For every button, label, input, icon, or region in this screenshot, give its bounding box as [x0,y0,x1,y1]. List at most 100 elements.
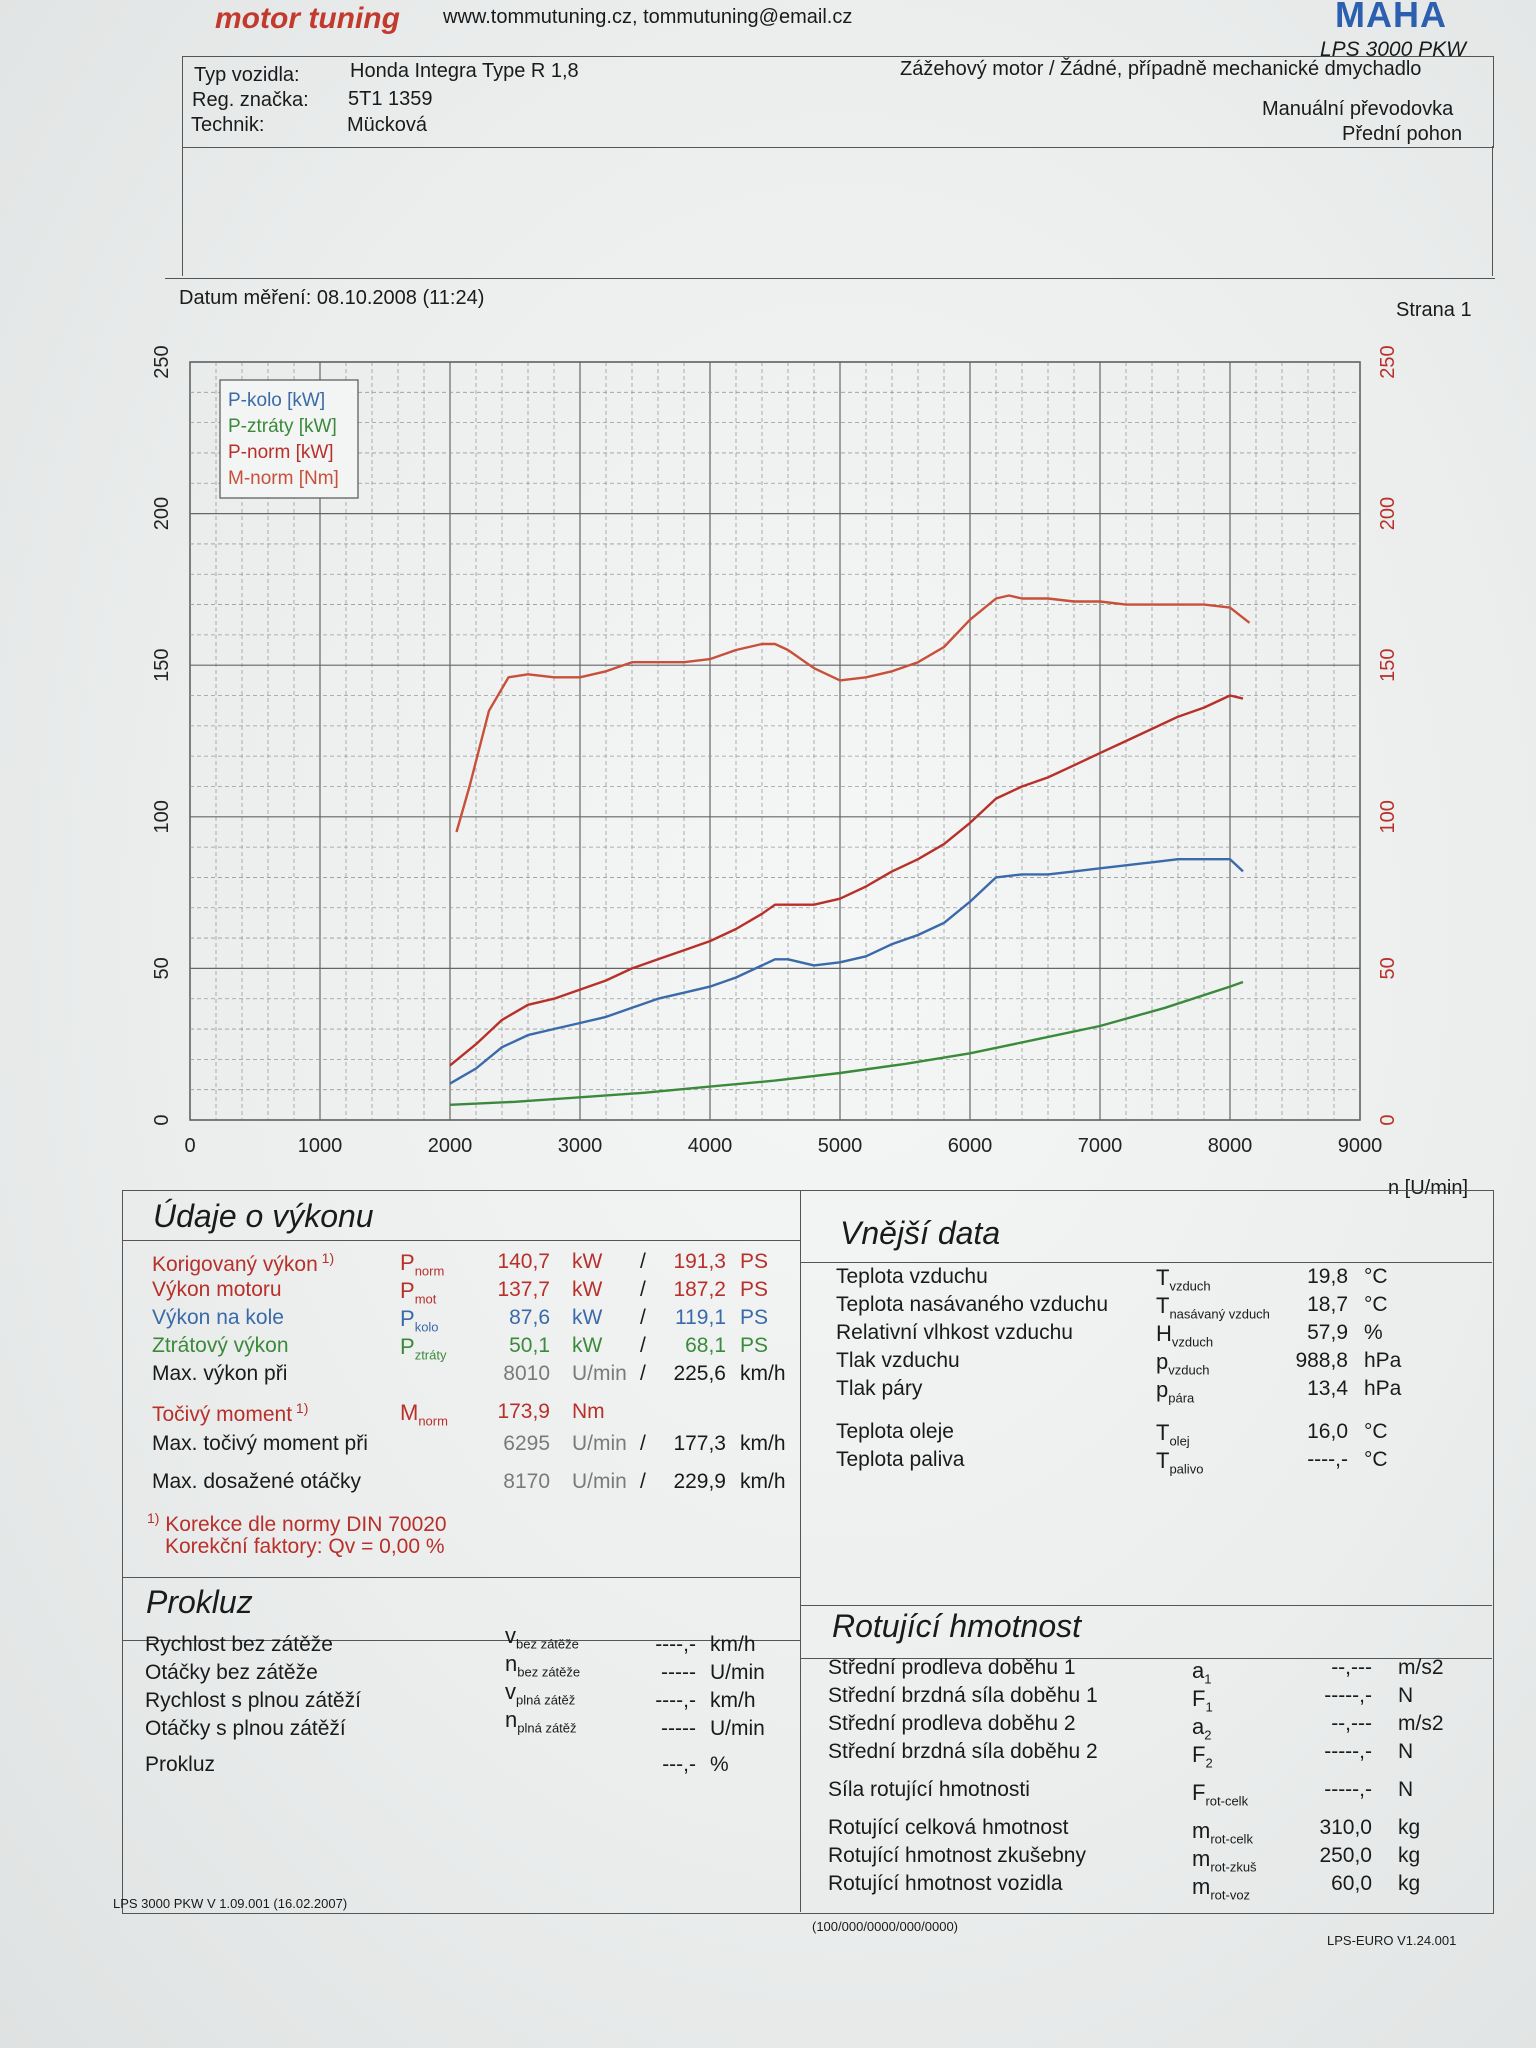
device-model: LPS 3000 PKW [1320,38,1466,61]
row-value: 60,0 [1331,1872,1372,1895]
x-tick-label: 7000 [1078,1135,1123,1157]
x-tick-label: 6000 [948,1135,993,1157]
row-label: Otáčky bez zátěže [145,1661,318,1684]
row-value: 16,0 [1307,1420,1348,1443]
y-tick-label-left: 0 [151,1114,173,1125]
row-label: Prokluz [145,1753,216,1776]
engine-type: Zážehový motor / Žádné, případně mechani… [900,58,1422,80]
row-value: ----,- [655,1689,696,1712]
symbol: a2 [1192,1714,1212,1743]
row-value: 8170 [503,1470,550,1493]
row-unit: kW [572,1306,603,1329]
symbol: mrot-zkuš [1192,1846,1257,1875]
row-sep: / [640,1432,646,1455]
row-label: Teplota paliva [836,1448,965,1471]
x-tick-label: 8000 [1208,1135,1253,1157]
row-value: 988,8 [1295,1349,1348,1372]
y-tick-label-right: 200 [1377,497,1399,530]
row-unit: N [1398,1778,1414,1801]
row-unit: km/h [710,1689,756,1712]
row-unit: kg [1398,1844,1421,1867]
row-sep: / [640,1250,646,1273]
symbol: Hvzduch [1156,1321,1214,1350]
footer-version-right: LPS-EURO V1.24.001 [1327,1933,1457,1948]
symbol: vplná zátěž [505,1679,576,1708]
row-unit-2: km/h [740,1362,786,1385]
symbol: ppára [1156,1377,1195,1406]
footer-code: (100/000/0000/000/0000) [812,1919,959,1934]
row-label: Ztrátový výkon [152,1334,289,1357]
row-label: Střední brzdná síla doběhu 1 [828,1684,1098,1707]
row-sep: / [640,1470,646,1493]
row-label: Korigovaný výkon 1) [152,1250,335,1276]
row-value: 19,8 [1307,1265,1348,1288]
row-unit: N [1398,1740,1414,1763]
symbol: Tpalivo [1156,1448,1204,1477]
vehicle-type-value: Honda Integra Type R 1,8 [350,60,579,82]
row-value: -----,- [1324,1778,1372,1801]
row-unit: kg [1398,1816,1421,1839]
row-label: Rychlost s plnou zátěží [145,1689,361,1712]
row-sep: / [640,1278,646,1301]
vehicle-info-box [182,56,1494,148]
symbol: F1 [1192,1686,1213,1715]
x-axis-unit: n [U/min] [1388,1177,1469,1199]
brand-logo: motor tuning [215,2,400,35]
symbol: Frot-celk [1192,1780,1249,1809]
drive-type: Přední pohon [1342,123,1463,145]
row-value: ---,- [662,1753,696,1776]
row-label: Rotující hmotnost zkušebny [828,1844,1086,1867]
row-label: Točivý moment 1) [152,1400,309,1426]
y-tick-label-right: 100 [1377,800,1399,833]
row-unit: Nm [572,1400,605,1423]
y-tick-label-right: 250 [1377,345,1399,378]
plot-frame [189,361,1361,1121]
din-correction-note: 1) Korekce dle normy DIN 70020 [147,1510,447,1536]
symbol: F2 [1192,1742,1213,1771]
series-line [455,594,1251,833]
row-unit: U/min [572,1362,627,1385]
row-value: 87,6 [509,1306,550,1329]
symbol: vbez zátěže [505,1623,579,1652]
row-value: 13,4 [1307,1377,1348,1400]
contact-line: www.tommutuning.cz, tommutuning@email.cz [443,6,853,28]
y-tick-label-left: 50 [151,957,173,979]
row-label: Tlak vzduchu [836,1349,960,1372]
row-unit-2: km/h [740,1470,786,1493]
correction-factor: Korekční faktory: Qv = 0,00 % [165,1535,445,1558]
row-label: Rotující hmotnost vozidla [828,1872,1063,1895]
row-label: Střední prodleva doběhu 2 [828,1712,1076,1735]
row-label: Teplota nasávaného vzduchu [836,1293,1109,1316]
symbol: nplná zátěž [505,1707,577,1736]
row-value-2: 191,3 [673,1250,726,1273]
series-line [449,858,1244,1085]
registration-value: 5T1 1359 [348,88,433,110]
symbol: Pmot [400,1278,437,1307]
external-data-section-title: Vnější data [840,1215,1001,1251]
footer-version-left: LPS 3000 PKW V 1.09.001 (16.02.2007) [113,1896,348,1911]
chart-series [449,594,1251,1106]
symbol: Pztráty [400,1334,447,1363]
row-unit: N [1398,1684,1414,1707]
y-tick-label-left: 250 [151,345,173,378]
x-tick-label: 1000 [298,1135,343,1157]
row-value: 137,7 [497,1278,550,1301]
row-unit: % [1364,1321,1383,1344]
row-value: 250,0 [1319,1844,1372,1867]
x-tick-label: 9000 [1338,1135,1383,1157]
row-unit: km/h [710,1633,756,1656]
data-table [122,1190,1494,1914]
slip-section-title: Prokluz [146,1584,253,1620]
row-unit: % [710,1753,729,1776]
row-value: 50,1 [509,1334,550,1357]
technician-label: Technik: [191,114,265,136]
row-unit: m/s2 [1398,1712,1444,1735]
symbol: Mnorm [400,1400,448,1429]
row-value: 173,9 [497,1400,550,1423]
row-unit: hPa [1364,1349,1402,1372]
row-label: Max. výkon při [152,1362,288,1385]
row-unit: U/min [710,1717,765,1740]
legend-entry: M-norm [Nm] [228,468,339,489]
